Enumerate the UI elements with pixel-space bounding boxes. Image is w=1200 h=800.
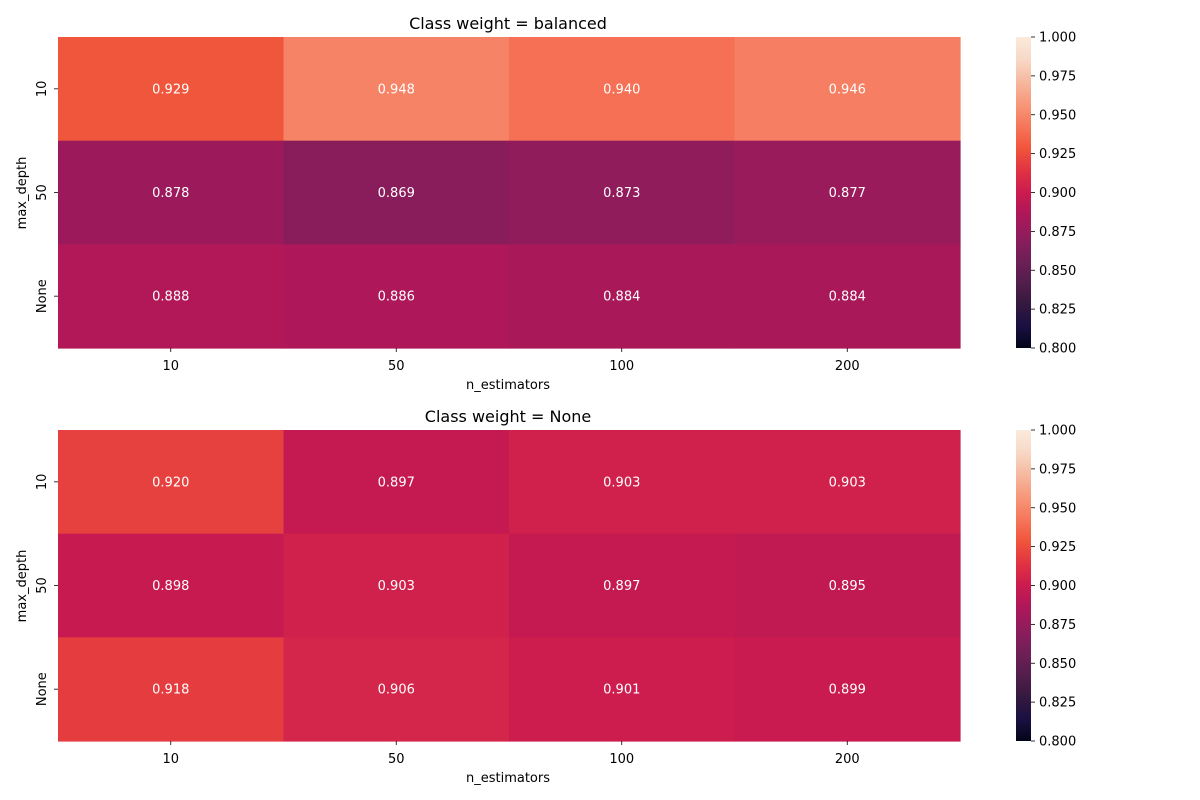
heatmap-cell	[509, 140, 736, 245]
chart-title: Class weight = balanced	[409, 14, 607, 33]
colorbar-tick-label: 1.000	[1039, 424, 1076, 439]
cell-value-label: 0.903	[603, 475, 640, 490]
colorbar-tick-label: 0.850	[1039, 657, 1076, 672]
colorbar-tick-label: 0.950	[1039, 108, 1076, 123]
heatmap-cell	[283, 533, 510, 638]
heatmap-panel-none: Class weight = None 0.920 0.897 0.903 0.903…	[15, 407, 1076, 786]
cell-value-label: 0.920	[152, 475, 189, 490]
heatmap-cell	[58, 37, 285, 142]
colorbar: 0.800 0.825 0.850 0.875 0.900 0.925 0.950 0.975…	[1016, 31, 1076, 357]
cell-value-label: 0.903	[378, 579, 415, 594]
heatmap-cell	[509, 244, 736, 349]
cell-value-label: 0.940	[603, 82, 640, 97]
x-axis-label: n_estimators	[466, 378, 550, 393]
x-tick-label: 50	[388, 752, 405, 767]
cell-value-label: 0.884	[603, 290, 640, 305]
cell-value-label: 0.948	[378, 82, 415, 97]
y-tick-label: 10	[35, 474, 50, 491]
heatmap-cell	[283, 37, 510, 142]
colorbar-tick-label: 0.975	[1039, 462, 1076, 477]
heatmap-cell	[734, 37, 961, 142]
cell-value-label: 0.898	[152, 579, 189, 594]
x-axis-label: n_estimators	[466, 771, 550, 786]
colorbar-tick-label: 0.800	[1039, 735, 1076, 750]
cell-value-label: 0.897	[603, 579, 640, 594]
heatmap-cell	[509, 430, 736, 535]
cell-value-label: 0.886	[378, 290, 415, 305]
cell-value-label: 0.888	[152, 290, 189, 305]
cell-value-label: 0.918	[152, 683, 189, 698]
colorbar-tick-label: 0.925	[1039, 147, 1076, 162]
cell-value-label: 0.877	[829, 186, 866, 201]
heatmap-cell	[734, 430, 961, 535]
heatmap-cell	[58, 430, 285, 535]
cell-value-label: 0.897	[378, 475, 415, 490]
heatmap-cell	[509, 533, 736, 638]
heatmap-cell	[509, 37, 736, 142]
colorbar-tick-label: 0.825	[1039, 696, 1076, 711]
x-tick-labels: 10 50 100 200	[162, 348, 860, 374]
x-tick-label: 200	[835, 359, 860, 374]
x-tick-label: 200	[835, 752, 860, 767]
heatmap-cell	[283, 140, 510, 245]
y-tick-label: None	[35, 279, 50, 313]
y-tick-label: 50	[35, 184, 50, 201]
cell-value-label: 0.901	[603, 683, 640, 698]
y-tick-labels: 10 50 None	[35, 81, 58, 313]
heatmap-cells: 0.920 0.897 0.903 0.903 0.898 0.903 0.897 0.895…	[58, 430, 961, 742]
y-axis-label: max_depth	[15, 157, 30, 230]
colorbar-gradient	[1016, 430, 1031, 741]
colorbar-tick-label: 0.800	[1039, 342, 1076, 357]
heatmap-cell	[734, 140, 961, 245]
colorbar-gradient	[1016, 37, 1031, 348]
x-tick-label: 10	[162, 752, 179, 767]
heatmap-cell	[58, 533, 285, 638]
heatmap-cell	[734, 533, 961, 638]
colorbar-tick-label: 0.850	[1039, 264, 1076, 279]
heatmap-cell	[283, 244, 510, 349]
colorbar-tick-label: 0.875	[1039, 225, 1076, 240]
x-tick-labels: 10 50 100 200	[162, 741, 860, 767]
cell-value-label: 0.906	[378, 683, 415, 698]
y-axis-label: max_depth	[15, 550, 30, 623]
x-tick-label: 10	[162, 359, 179, 374]
x-tick-label: 100	[609, 752, 634, 767]
heatmap-cell	[509, 637, 736, 742]
colorbar-tick-label: 0.950	[1039, 501, 1076, 516]
heatmap-cells: 0.929 0.948 0.940 0.946 0.878 0.869 0.873 0.877…	[58, 37, 961, 349]
heatmap-panel-balanced: Class weight = balanced 0.929 0.948 0.940 0…	[15, 14, 1076, 393]
cell-value-label: 0.929	[152, 82, 189, 97]
x-tick-label: 50	[388, 359, 405, 374]
x-tick-label: 100	[609, 359, 634, 374]
y-tick-label: 10	[35, 81, 50, 98]
y-tick-labels: 10 50 None	[35, 474, 58, 706]
colorbar-tick-label: 0.900	[1039, 186, 1076, 201]
heatmap-cell	[58, 637, 285, 742]
cell-value-label: 0.946	[829, 82, 866, 97]
y-tick-label: None	[35, 672, 50, 706]
colorbar-tick-label: 0.925	[1039, 540, 1076, 555]
cell-value-label: 0.899	[829, 683, 866, 698]
colorbar-tick-label: 0.975	[1039, 69, 1076, 84]
cell-value-label: 0.903	[829, 475, 866, 490]
colorbar-tick-label: 0.875	[1039, 618, 1076, 633]
colorbar-tick-label: 0.900	[1039, 579, 1076, 594]
chart-title: Class weight = None	[425, 407, 591, 426]
colorbar-tick-label: 0.825	[1039, 303, 1076, 318]
cell-value-label: 0.895	[829, 579, 866, 594]
heatmap-cell	[283, 637, 510, 742]
heatmap-cell	[58, 244, 285, 349]
heatmap-cell	[283, 430, 510, 535]
heatmap-cell	[58, 140, 285, 245]
cell-value-label: 0.884	[829, 290, 866, 305]
cell-value-label: 0.869	[378, 186, 415, 201]
colorbar-tick-label: 1.000	[1039, 31, 1076, 46]
cell-value-label: 0.878	[152, 186, 189, 201]
heatmap-cell	[734, 637, 961, 742]
cell-value-label: 0.873	[603, 186, 640, 201]
colorbar: 0.800 0.825 0.850 0.875 0.900 0.925 0.950 0.975…	[1016, 424, 1076, 750]
heatmap-cell	[734, 244, 961, 349]
y-tick-label: 50	[35, 577, 50, 594]
